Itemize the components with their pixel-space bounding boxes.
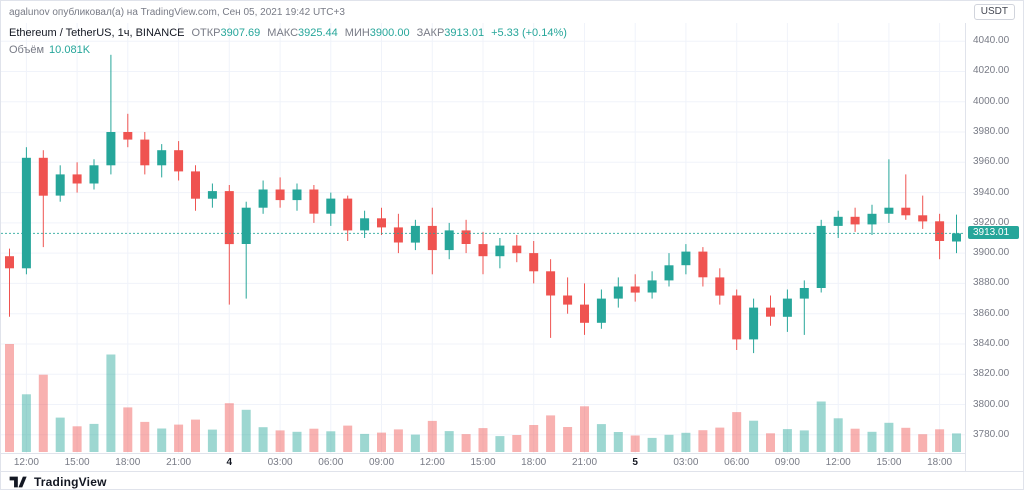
price-change: +5.33 (+0.14%): [491, 27, 567, 39]
symbol-title[interactable]: Ethereum / TetherUS, 1ч, BINANCE: [9, 27, 185, 39]
time-tick-label: 15:00: [64, 457, 90, 468]
grid-lines: [1, 23, 965, 453]
time-tick-label: 12:00: [419, 457, 445, 468]
time-tick-label: 03:00: [673, 457, 699, 468]
time-tick-label: 03:00: [267, 457, 293, 468]
price-axis[interactable]: 3780.00 3800.00 3820.00 3840.00 3860.00 3880.…: [965, 23, 1023, 471]
attribution-bar: agalunov опубликовал(а) на TradingView.c…: [1, 1, 1023, 23]
price-tick-label: 4040.00: [973, 35, 1010, 47]
ohlc-label: МАКС: [267, 27, 299, 39]
time-tick-label: 15:00: [876, 457, 902, 468]
ohlc-label: ЗАКР: [416, 27, 445, 39]
price-tick-label: 3940.00: [973, 186, 1010, 198]
time-tick-label: 15:00: [470, 457, 496, 468]
attribution-text: agalunov опубликовал(а) на TradingView.c…: [9, 6, 345, 18]
footer: TradingView: [1, 471, 1023, 489]
volume-bars: [5, 344, 961, 452]
time-tick-label: 18:00: [927, 457, 953, 468]
price-tick-label: 3840.00: [973, 337, 1010, 349]
time-tick-label: 06:00: [318, 457, 344, 468]
ohlc-value: 3913.01: [444, 27, 485, 39]
price-tick-label: 3800.00: [973, 398, 1010, 410]
price-tick-label: 3980.00: [973, 126, 1010, 137]
time-axis[interactable]: 12:00 15:00 18:00 21:00 4 03:00 06:00 09:00 12:0…: [1, 453, 965, 472]
time-tick-label: 09:00: [368, 457, 395, 468]
volume-value: 10.081K: [49, 44, 91, 56]
price-tick-label: 3780.00: [973, 428, 1010, 440]
ohlc-label: ОТКР: [191, 27, 221, 39]
ohlc-value: 3900.00: [369, 27, 410, 39]
price-tick-label: 3820.00: [973, 368, 1010, 380]
tradingview-brand[interactable]: TradingView: [33, 474, 107, 489]
ohlc-label: МИН: [344, 27, 370, 39]
price-tick-label: 3880.00: [973, 277, 1010, 289]
price-tick-label: 3920.00: [973, 216, 1010, 228]
quote-currency-badge[interactable]: USDT: [973, 4, 1015, 20]
price-tick-label: 4020.00: [973, 65, 1010, 77]
time-tick-label: 12:00: [13, 457, 39, 468]
price-tick-label: 4000.00: [973, 95, 1010, 107]
candlestick-chart[interactable]: [1, 1, 965, 453]
time-tick-label: 21:00: [571, 457, 598, 468]
ohlc-value: 3925.44: [298, 27, 338, 39]
time-tick-label: 12:00: [825, 457, 851, 468]
price-tick-label: 3860.00: [973, 307, 1010, 319]
time-tick-label: 09:00: [774, 457, 800, 468]
time-tick-label: 18:00: [521, 457, 547, 468]
time-tick-label: 06:00: [724, 457, 750, 468]
price-tick-label: 3900.00: [973, 247, 1010, 259]
ohlc-value: 3907.69: [220, 27, 261, 39]
tradingview-logo-icon[interactable]: [9, 476, 28, 488]
time-tick-label: 5: [632, 457, 638, 468]
current-price-tag: 3913.01: [968, 226, 1019, 240]
candles: [5, 54, 961, 354]
time-tick-label: 21:00: [166, 457, 192, 468]
time-tick-label: 18:00: [115, 457, 141, 468]
volume-label[interactable]: Объём: [9, 44, 45, 56]
ohlc-values: ОТКР3907.69 МАКС3925.44 МИН3900.00 ЗАКР3913…: [184, 27, 484, 39]
chart-legend: Ethereum / TetherUS, 1ч, BINANCE ОТКР3907…: [9, 26, 567, 57]
price-tick-label: 3960.00: [973, 156, 1010, 168]
time-tick-label: 4: [226, 457, 233, 468]
